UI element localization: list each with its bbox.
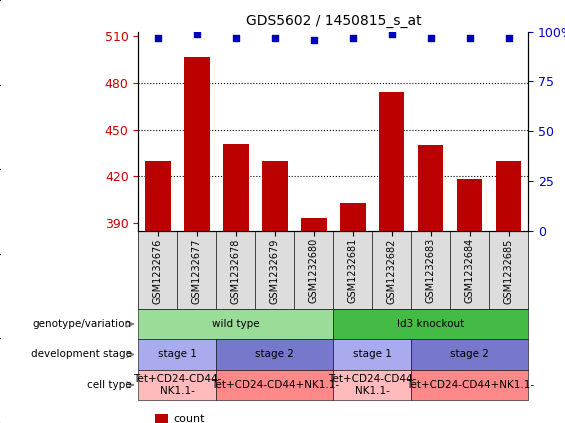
Point [192,30,202,37]
Point [505,34,514,41]
Bar [418,145,444,231]
Bar [223,143,249,231]
Text: Tet+CD24-CD44+NK1.1-: Tet+CD24-CD44+NK1.1- [406,380,534,390]
Bar [301,218,327,231]
Text: Id3 knockout: Id3 knockout [397,319,464,329]
Text: Tet+CD24-CD44-
NK1.1-: Tet+CD24-CD44- NK1.1- [328,374,416,396]
Text: wild type: wild type [212,319,260,329]
Bar [457,179,483,231]
Bar [262,161,288,231]
Text: count: count [173,414,205,423]
Bar [340,203,366,231]
Point [426,34,435,41]
Point [388,30,397,37]
Text: Tet+CD24-CD44+NK1.1-: Tet+CD24-CD44+NK1.1- [211,380,339,390]
Text: Tet+CD24-CD44-
NK1.1-: Tet+CD24-CD44- NK1.1- [133,374,221,396]
Point [466,34,475,41]
Point [348,34,358,41]
Bar [145,161,171,231]
Text: stage 2: stage 2 [450,349,489,360]
Text: stage 2: stage 2 [255,349,294,360]
Point [310,36,319,43]
Text: cell type: cell type [87,380,132,390]
Text: stage 1: stage 1 [158,349,197,360]
Bar [496,161,521,231]
Title: GDS5602 / 1450815_s_at: GDS5602 / 1450815_s_at [246,14,421,28]
Text: development stage: development stage [31,349,132,360]
Bar [379,92,405,231]
Text: stage 1: stage 1 [353,349,392,360]
Point [270,34,279,41]
Point [154,34,163,41]
Point [232,34,241,41]
Text: genotype/variation: genotype/variation [33,319,132,329]
Bar [184,57,210,231]
